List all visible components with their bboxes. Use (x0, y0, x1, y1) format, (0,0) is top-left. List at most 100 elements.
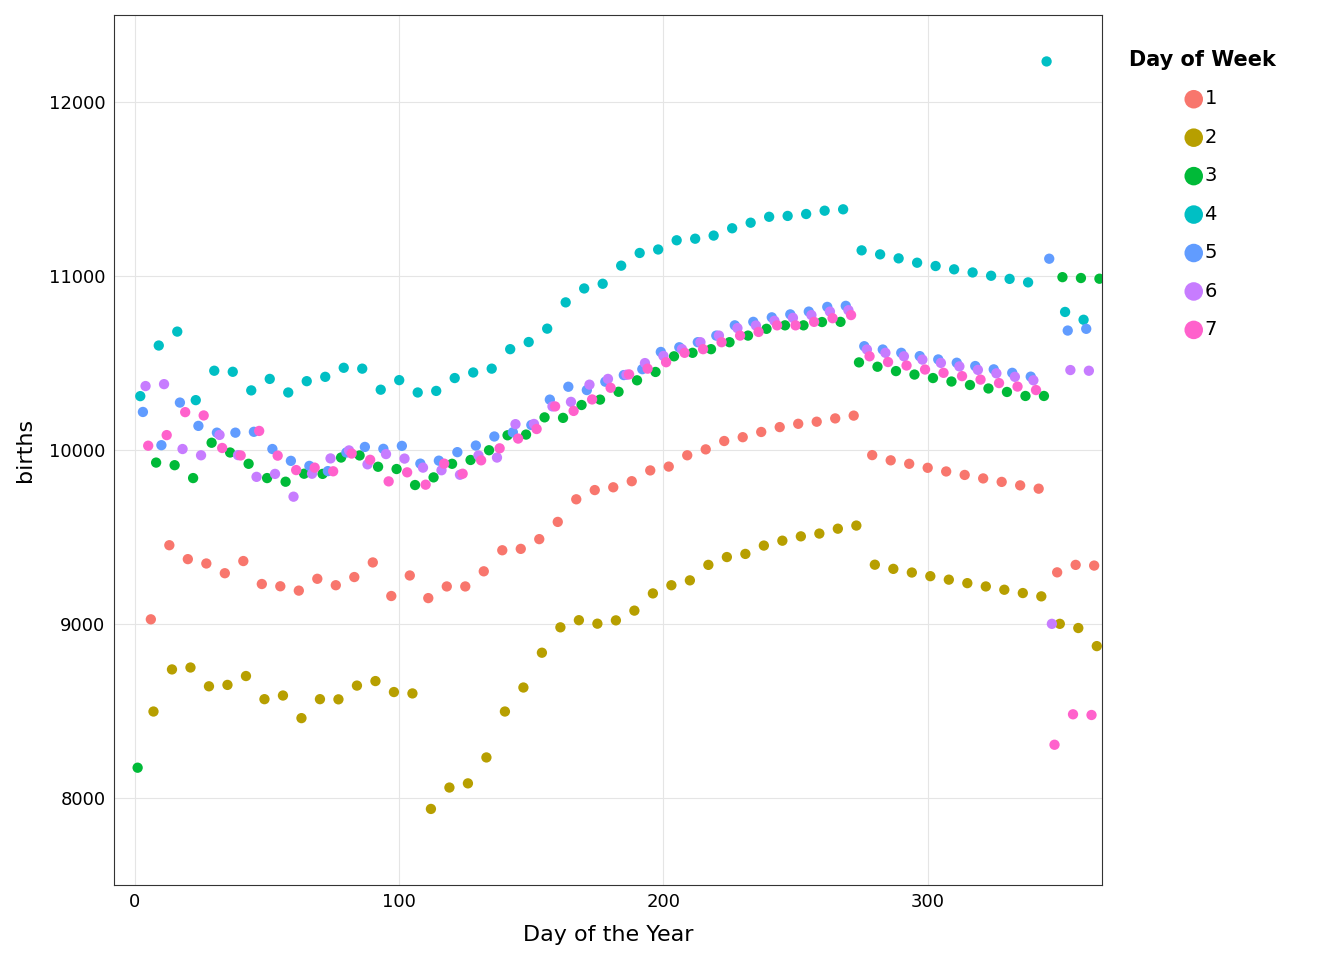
3 (367, 459, 388, 474)
2 (864, 557, 886, 572)
2 (531, 645, 552, 660)
2 (771, 533, 793, 548)
7 (211, 441, 233, 456)
1 (806, 414, 828, 429)
2 (161, 661, 183, 677)
4 (1073, 312, 1094, 327)
5 (650, 345, 672, 360)
7 (137, 438, 159, 453)
7 (489, 441, 511, 456)
2 (586, 616, 607, 632)
4 (980, 268, 1001, 283)
1 (288, 583, 309, 598)
7 (840, 307, 862, 323)
5 (224, 425, 246, 441)
2 (605, 612, 626, 628)
3 (996, 384, 1017, 399)
6 (671, 342, 692, 357)
1 (695, 442, 716, 457)
5 (594, 374, 616, 390)
6 (375, 446, 396, 462)
2 (495, 704, 516, 719)
5 (465, 438, 487, 453)
5 (539, 392, 560, 407)
4 (241, 383, 262, 398)
4 (814, 203, 836, 218)
4 (388, 372, 410, 388)
1 (935, 464, 957, 479)
7 (526, 421, 547, 437)
5 (872, 342, 894, 357)
1 (1047, 564, 1068, 580)
7 (285, 463, 306, 478)
3 (1034, 388, 1055, 403)
2 (957, 575, 978, 590)
7 (821, 310, 843, 325)
2 (845, 517, 867, 533)
3 (460, 452, 481, 468)
5 (151, 438, 172, 453)
6 (413, 460, 434, 475)
4 (629, 246, 650, 261)
2 (642, 586, 664, 601)
4 (741, 215, 762, 230)
6 (134, 378, 156, 394)
2 (328, 691, 349, 707)
7 (747, 324, 769, 340)
7 (508, 431, 530, 446)
1 (880, 453, 902, 468)
4 (555, 295, 577, 310)
3 (960, 377, 981, 393)
3 (793, 318, 814, 333)
5 (577, 382, 598, 397)
7 (452, 466, 473, 481)
3 (274, 474, 296, 490)
6 (579, 377, 601, 393)
7 (396, 465, 418, 480)
7 (970, 372, 992, 387)
6 (542, 398, 563, 414)
3 (293, 466, 314, 481)
7 (359, 452, 380, 468)
4 (426, 383, 448, 398)
4 (296, 373, 317, 389)
4 (832, 202, 853, 217)
4 (703, 228, 724, 243)
4 (536, 321, 558, 336)
7 (618, 367, 640, 382)
6 (487, 450, 508, 466)
1 (585, 482, 606, 497)
4 (591, 276, 613, 292)
Legend: 1, 2, 3, 4, 5, 6, 7: 1, 2, 3, 4, 5, 6, 7 (1122, 42, 1284, 347)
6 (727, 321, 749, 336)
1 (362, 555, 383, 570)
6 (1023, 372, 1044, 388)
5 (317, 464, 339, 479)
5 (132, 404, 153, 420)
2 (716, 549, 738, 564)
7 (230, 447, 251, 463)
2 (569, 612, 590, 628)
7 (544, 398, 566, 414)
4 (333, 360, 355, 375)
4 (222, 364, 243, 379)
3 (829, 314, 851, 329)
5 (1056, 323, 1078, 338)
4 (259, 372, 281, 387)
5 (632, 362, 653, 377)
7 (859, 348, 880, 364)
2 (900, 564, 922, 580)
3 (812, 314, 833, 329)
2 (993, 582, 1015, 597)
6 (985, 366, 1007, 381)
2 (827, 521, 848, 537)
6 (356, 457, 378, 472)
6 (708, 328, 730, 344)
6 (468, 447, 489, 463)
1 (214, 565, 235, 581)
2 (974, 579, 996, 594)
6 (523, 417, 544, 432)
7 (896, 358, 918, 373)
7 (1062, 707, 1083, 722)
6 (394, 451, 415, 467)
